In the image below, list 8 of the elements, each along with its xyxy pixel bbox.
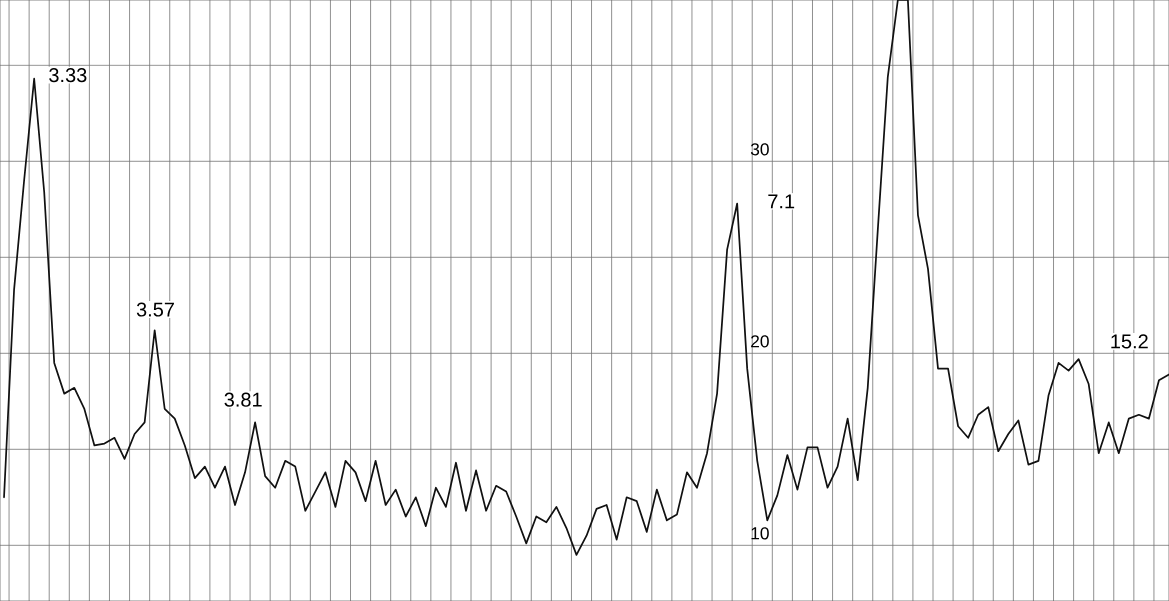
y-tick-label: 20: [751, 335, 769, 348]
annotation: 3.57: [136, 302, 174, 317]
annotation: 3.33: [49, 68, 87, 83]
y-tick-label: 10: [751, 527, 769, 540]
annotation: 15.2: [1111, 334, 1148, 349]
annotation: 3.81: [224, 392, 262, 407]
y-tick-label: 30: [750, 143, 769, 156]
annotation: 7.1: [768, 194, 795, 209]
